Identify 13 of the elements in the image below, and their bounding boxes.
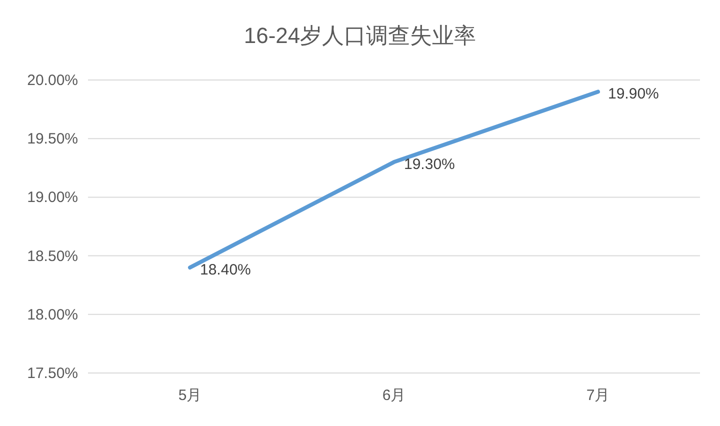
y-tick-label: 18.50% <box>27 248 78 265</box>
x-tick-label: 7月 <box>586 387 610 404</box>
data-label: 18.40% <box>200 262 251 279</box>
y-tick-label: 19.00% <box>27 189 78 206</box>
x-tick-label: 6月 <box>382 387 406 404</box>
chart-title: 16-24岁人口调查失业率 <box>244 23 476 48</box>
x-tick-label: 5月 <box>178 387 202 404</box>
data-label: 19.30% <box>404 156 455 174</box>
data-label: 19.90% <box>608 86 659 103</box>
y-tick-label: 18.00% <box>27 306 78 324</box>
y-tick-label: 17.50% <box>27 365 78 382</box>
y-tick-label: 19.50% <box>27 130 78 148</box>
y-tick-label: 20.00% <box>27 72 78 89</box>
